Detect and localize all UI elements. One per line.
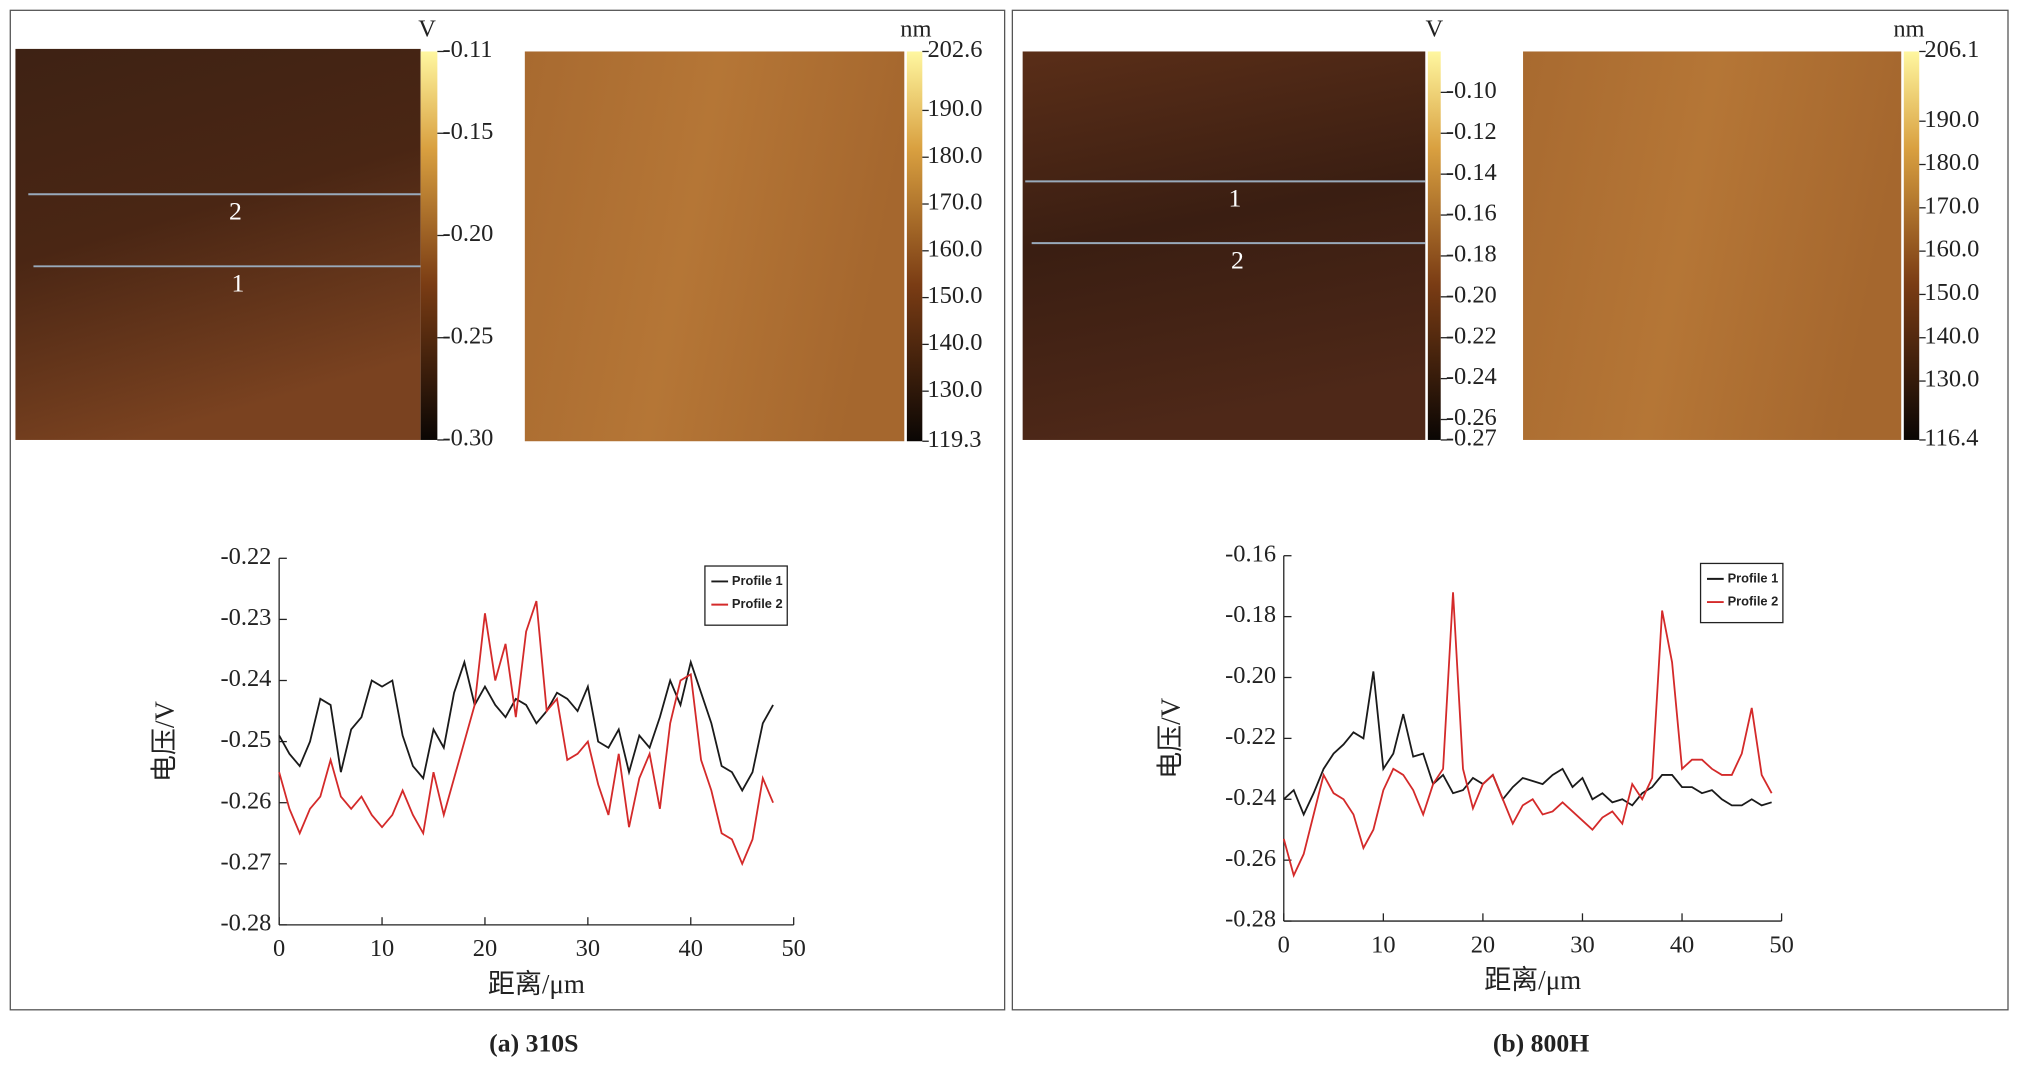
tick-label: 190.0: [1924, 106, 1979, 133]
y-tick-label: -0.23: [221, 604, 272, 631]
colorbar: [420, 51, 438, 440]
y-tick-label: -0.18: [1225, 601, 1276, 628]
tick-label: -0.16: [1446, 200, 1497, 227]
y-axis-label: 电压/V: [1155, 697, 1185, 779]
x-tick-label: 10: [1371, 931, 1395, 958]
panel-frame: [1011, 9, 2009, 1011]
profile-label: 1: [1228, 184, 1241, 213]
profile-line: [278, 600, 774, 867]
tick-label: 130.0: [1924, 366, 1979, 393]
tick-label: -0.30: [443, 425, 494, 452]
tick-label: -0.20: [443, 220, 494, 247]
x-tick-label: 20: [473, 935, 497, 962]
colorbar: [1903, 51, 1920, 440]
y-tick-label: -0.26: [221, 787, 272, 814]
legend-label: Profile 2: [732, 596, 783, 611]
tick-label: -0.11: [443, 36, 493, 63]
potential-map: [15, 48, 421, 440]
tick-label: -0.22: [1446, 322, 1497, 349]
colorbar: [906, 51, 923, 442]
profile-label: 1: [232, 268, 245, 297]
tick-label: 190.0: [927, 95, 982, 122]
tick-label: -0.14: [1446, 159, 1497, 186]
legend-label: Profile 2: [1728, 593, 1779, 608]
x-tick-label: 50: [1769, 931, 1793, 958]
tick-label: 170.0: [927, 189, 982, 216]
tick-label: -0.26: [1446, 404, 1497, 431]
tick-label: 206.1: [1924, 36, 1979, 63]
x-tick-label: 0: [273, 935, 285, 962]
profile-line: [1283, 671, 1772, 817]
tick-label: -0.18: [1446, 241, 1497, 268]
y-tick-label: -0.22: [221, 543, 272, 570]
y-tick-label: -0.25: [221, 726, 272, 753]
caption: (b) 800H: [1493, 1029, 1589, 1058]
y-tick-label: -0.22: [1225, 723, 1276, 750]
tick-label: 202.6: [927, 36, 982, 63]
x-tick-label: 10: [370, 935, 394, 962]
x-tick-label: 0: [1278, 931, 1290, 958]
legend-box: [704, 565, 788, 626]
y-tick-label: -0.26: [1225, 845, 1276, 872]
tick-label: 150.0: [1924, 279, 1979, 306]
tick-label: 140.0: [1924, 322, 1979, 349]
y-tick-label: -0.28: [221, 910, 272, 937]
legend-box: [1699, 562, 1784, 624]
tick-label: -0.24: [1446, 363, 1497, 390]
tick-label: -0.27: [1446, 425, 1497, 452]
colorbar: [1427, 51, 1441, 440]
y-tick-label: -0.16: [1225, 540, 1276, 567]
tick-label: 130.0: [927, 376, 982, 403]
caption: (a) 310S: [489, 1029, 578, 1058]
colorbar-unit: nm: [900, 16, 931, 43]
tick-label: 140.0: [927, 329, 982, 356]
colorbar-unit: V: [418, 16, 436, 43]
legend-label: Profile 1: [1728, 570, 1779, 585]
tick-label: 150.0: [927, 282, 982, 309]
y-tick-label: -0.27: [221, 848, 272, 875]
tick-label: -0.25: [443, 322, 494, 349]
tick-label: -0.12: [1446, 118, 1497, 145]
x-axis-label: 距离/μm: [488, 969, 585, 999]
x-tick-label: 40: [679, 935, 703, 962]
tick-label: 170.0: [1924, 192, 1979, 219]
y-tick-label: -0.28: [1225, 906, 1276, 933]
colorbar-unit: V: [1425, 16, 1443, 43]
topography-map: [524, 51, 905, 442]
potential-map: [1022, 51, 1426, 440]
x-tick-label: 20: [1471, 931, 1495, 958]
tick-label: -0.10: [1446, 77, 1497, 104]
profile-line: [1282, 592, 1773, 878]
tick-label: 119.3: [927, 426, 981, 453]
x-tick-label: 30: [1570, 931, 1594, 958]
panel-frame: [9, 9, 1006, 1011]
y-tick-label: -0.20: [1225, 662, 1276, 689]
x-tick-label: 50: [781, 935, 805, 962]
profile-label: 2: [229, 196, 242, 225]
topography-map: [1523, 51, 1902, 440]
x-tick-label: 40: [1670, 931, 1694, 958]
y-tick-label: -0.24: [1225, 784, 1276, 811]
tick-label: 160.0: [927, 235, 982, 262]
tick-label: 180.0: [927, 142, 982, 169]
profile-label: 2: [1231, 245, 1244, 274]
x-tick-label: 30: [576, 935, 600, 962]
tick-label: 180.0: [1924, 149, 1979, 176]
colorbar-unit: nm: [1893, 16, 1924, 43]
y-axis-label: 电压/V: [149, 701, 179, 783]
tick-label: 160.0: [1924, 236, 1979, 263]
tick-label: 116.4: [1924, 425, 1978, 452]
tick-label: -0.15: [443, 118, 494, 145]
x-axis-label: 距离/μm: [1484, 965, 1581, 995]
y-tick-label: -0.24: [221, 665, 272, 692]
profile-line: [278, 658, 774, 793]
tick-label: -0.20: [1446, 281, 1497, 308]
legend-label: Profile 1: [732, 573, 783, 588]
